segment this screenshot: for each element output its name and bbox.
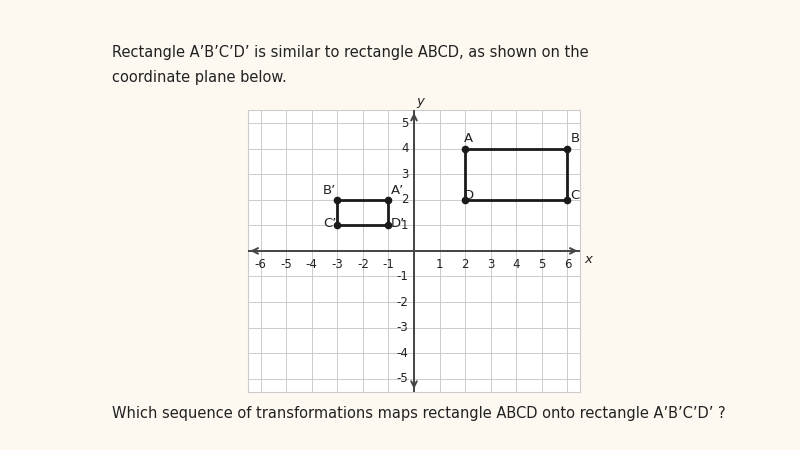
- Text: 1: 1: [401, 219, 408, 232]
- Text: -3: -3: [397, 321, 408, 334]
- Text: B’: B’: [323, 184, 337, 197]
- Text: 3: 3: [401, 168, 408, 180]
- Text: A: A: [464, 132, 473, 145]
- Text: 1: 1: [436, 258, 443, 271]
- Text: y: y: [417, 94, 424, 108]
- Text: B: B: [570, 132, 580, 145]
- Text: -1: -1: [382, 258, 394, 271]
- Text: C’: C’: [323, 217, 337, 230]
- Text: -3: -3: [331, 258, 343, 271]
- Text: -5: -5: [397, 372, 408, 385]
- Text: D’: D’: [390, 217, 405, 230]
- Text: -4: -4: [306, 258, 318, 271]
- Text: C: C: [570, 189, 580, 202]
- Text: Which sequence of transformations maps rectangle ABCD onto rectangle A’B’C’D’ ?: Which sequence of transformations maps r…: [112, 405, 726, 421]
- Text: 2: 2: [462, 258, 469, 271]
- Text: 4: 4: [513, 258, 520, 271]
- Text: 6: 6: [564, 258, 571, 271]
- Text: 2: 2: [401, 193, 408, 206]
- Text: -2: -2: [357, 258, 369, 271]
- Text: A’: A’: [391, 184, 404, 197]
- Text: -4: -4: [397, 346, 408, 360]
- Text: x: x: [584, 252, 592, 266]
- Text: 4: 4: [401, 142, 408, 155]
- Text: Rectangle A’B’C’D’ is similar to rectangle ABCD, as shown on the
coordinate plan: Rectangle A’B’C’D’ is similar to rectang…: [112, 45, 589, 85]
- Text: D: D: [464, 189, 474, 202]
- Text: -6: -6: [254, 258, 266, 271]
- Text: -2: -2: [397, 296, 408, 309]
- Text: 3: 3: [487, 258, 494, 271]
- Text: -1: -1: [397, 270, 408, 283]
- Text: -5: -5: [280, 258, 292, 271]
- Text: 5: 5: [401, 117, 408, 130]
- Text: 5: 5: [538, 258, 546, 271]
